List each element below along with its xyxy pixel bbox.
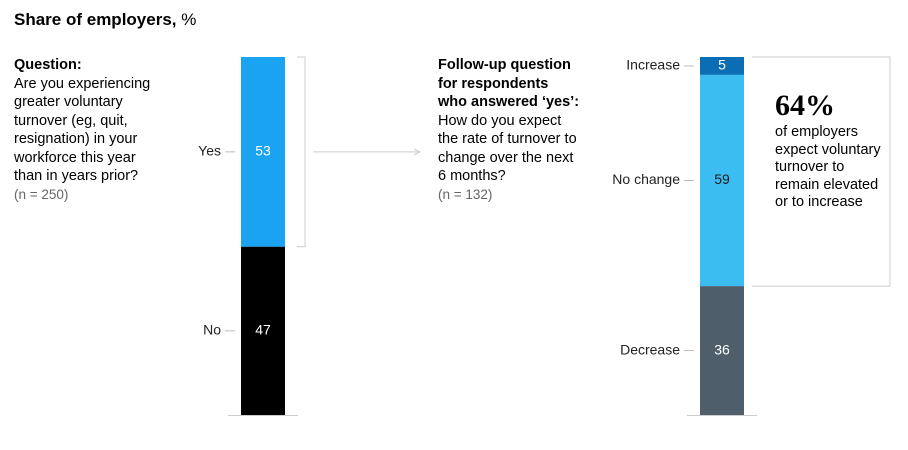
value-label: 5 [718,57,726,73]
sample-size: (n = 250) [14,186,69,202]
callout-figure: 64% [775,89,835,122]
title: Share of employers, % [14,10,196,30]
bar-segment [700,74,744,287]
sample-size: (n = 132) [438,186,493,202]
question-heading: Follow-up question for respondents who a… [438,57,580,110]
question-text: How do you expect the rate of turnover t… [438,112,577,185]
title-unit: % [181,10,197,29]
bar-segment [241,246,285,415]
callout-box [752,56,891,287]
value-label: 53 [255,143,271,159]
bar-segment [700,286,744,415]
category-label: No change [612,171,680,187]
value-label: 59 [714,171,730,187]
callout: 64% of employers expect voluntary turnov… [775,88,885,212]
category-label: Yes [198,143,221,159]
value-label: 36 [714,341,730,357]
bar-segment [700,57,744,75]
category-label: Decrease [620,341,680,357]
question-block: Follow-up question for respondents who a… [438,56,580,204]
bar-segment [241,57,285,247]
category-label: No [203,322,221,338]
question-text: Are you experiencing greater voluntary t… [14,75,151,185]
question-block: Question: Are you experiencing greater v… [14,56,154,204]
callout-text: of employers expect voluntary turnover t… [775,124,881,210]
bracket [297,56,306,248]
arrow-head [413,148,422,156]
title-text: Share of employers, [14,10,177,29]
question-heading: Question: [14,57,82,73]
category-label: Increase [626,57,680,73]
value-label: 47 [255,322,271,338]
